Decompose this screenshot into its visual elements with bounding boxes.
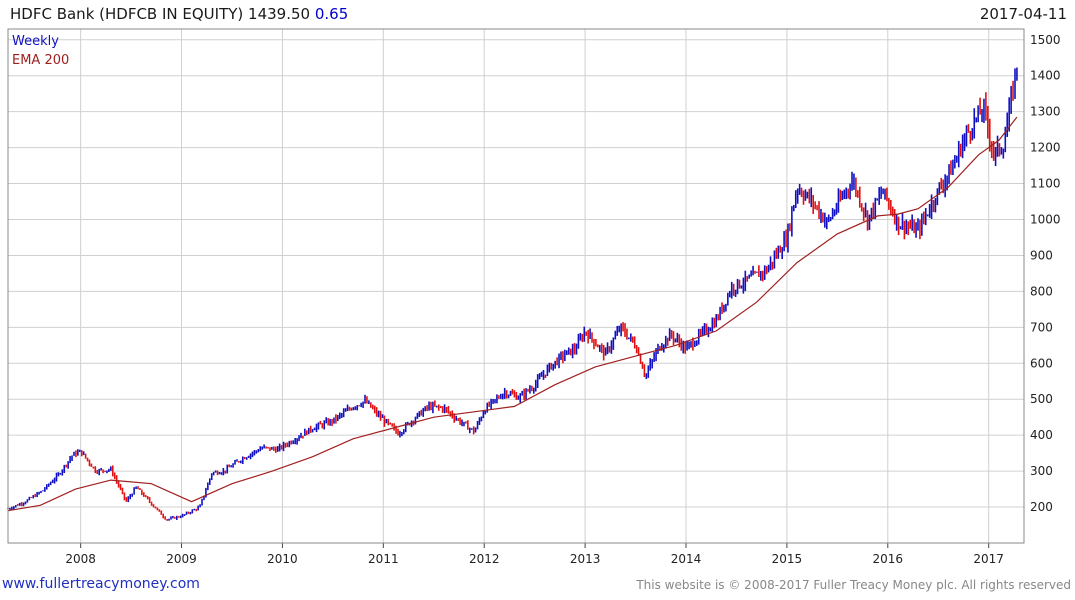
x-tick-label: 2013 <box>570 552 601 566</box>
y-axis-ticks: 200 300 400 500 600 700 800 900 1000 1100 1200 1300… <box>1030 33 1061 514</box>
x-tick-label: 2017 <box>973 552 1004 566</box>
plot-frame <box>7 28 1025 544</box>
legend-weekly: Weekly <box>12 34 59 49</box>
y-tick-label: 1500 <box>1030 33 1061 47</box>
weekly-bars <box>7 67 1018 521</box>
copyright-notice: This website is © 2008-2017 Fuller Treac… <box>636 578 1071 592</box>
legend-ema: EMA 200 <box>12 53 69 68</box>
chart-title: HDFC Bank (HDFCB IN EQUITY) 1439.50 0.65 <box>10 5 348 23</box>
x-tick-label: 2012 <box>469 552 500 566</box>
price-change: 0.65 <box>314 5 349 23</box>
y-tick-label: 300 <box>1030 464 1053 478</box>
x-axis-ticks: 2008 2009 2010 2011 2012 2013 2014 2015 2016 2017 <box>65 543 1004 566</box>
footer-link[interactable]: www.fullertreacymoney.com <box>2 576 200 592</box>
x-tick-label: 2014 <box>671 552 702 566</box>
chart-date: 2017-04-11 <box>979 5 1067 23</box>
y-tick-label: 1100 <box>1030 177 1061 191</box>
y-tick-label: 1300 <box>1030 105 1061 119</box>
y-tick-label: 1400 <box>1030 69 1061 83</box>
x-tick-label: 2011 <box>368 552 399 566</box>
y-tick-label: 600 <box>1030 356 1053 370</box>
y-tick-label: 900 <box>1030 248 1053 262</box>
title-text: HDFC Bank (HDFCB IN EQUITY) 1439.50 <box>10 5 311 23</box>
y-tick-label: 800 <box>1030 284 1053 298</box>
x-tick-label: 2010 <box>267 552 298 566</box>
x-tick-label: 2009 <box>166 552 197 566</box>
x-tick-label: 2016 <box>873 552 904 566</box>
y-tick-label: 500 <box>1030 392 1053 406</box>
x-tick-label: 2008 <box>65 552 96 566</box>
series-lines <box>7 116 1018 512</box>
ema-200-line <box>7 116 1018 512</box>
grid-lines <box>8 29 1024 543</box>
y-tick-label: 1000 <box>1030 213 1061 227</box>
y-tick-label: 700 <box>1030 320 1053 334</box>
x-tick-label: 2015 <box>772 552 803 566</box>
y-tick-label: 400 <box>1030 428 1053 442</box>
y-tick-label: 200 <box>1030 500 1053 514</box>
y-tick-label: 1200 <box>1030 141 1061 155</box>
